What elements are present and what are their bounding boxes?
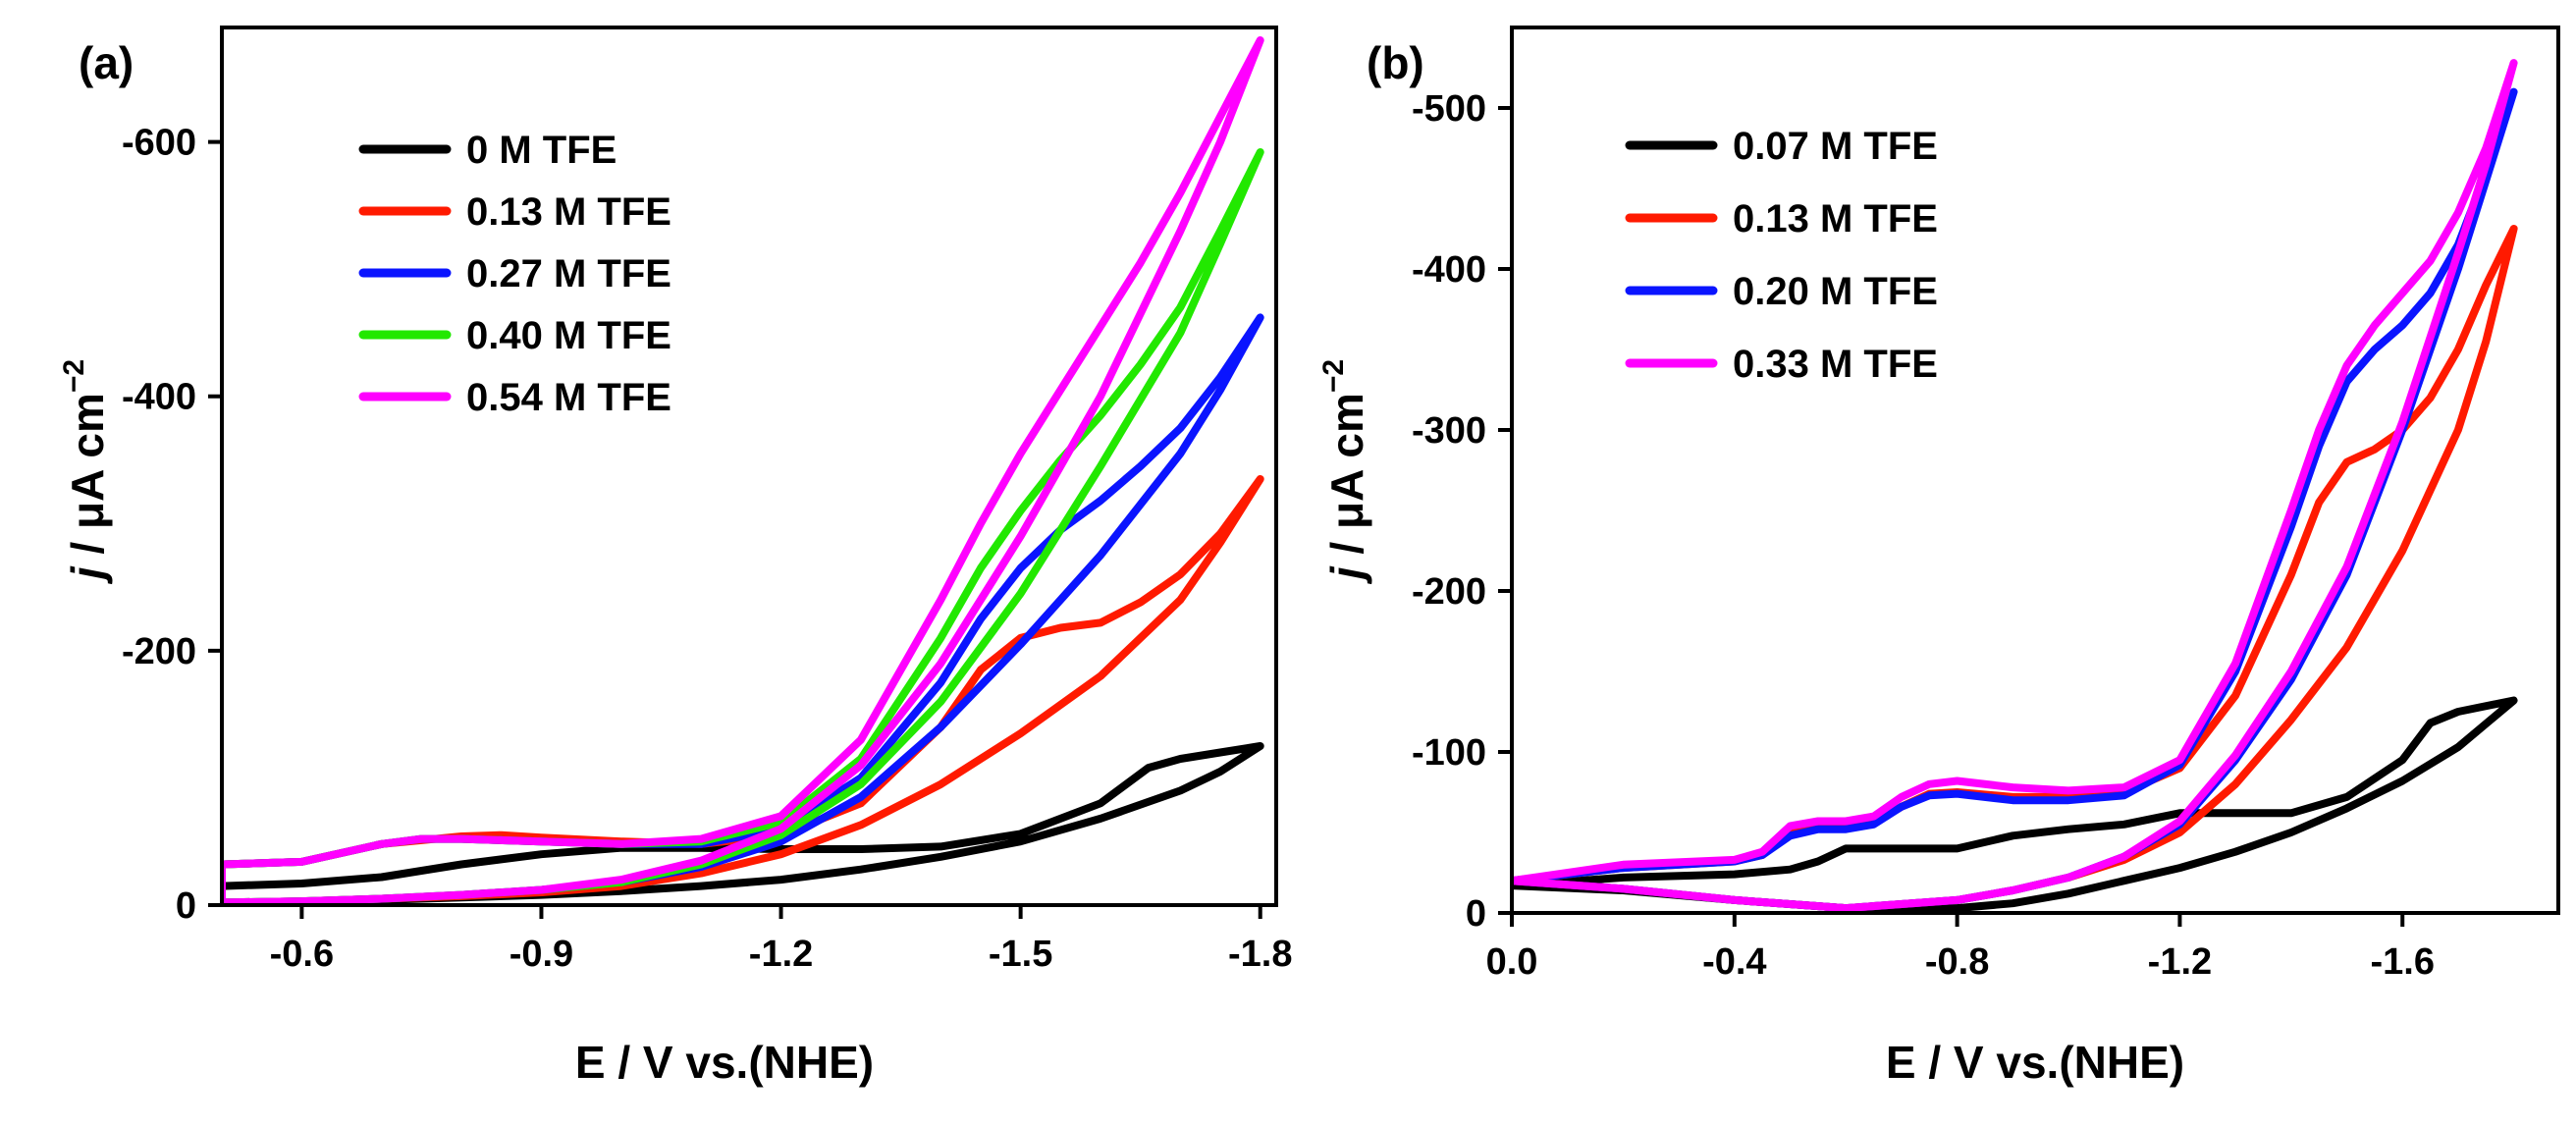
legend-label-a: 0.40 M TFE xyxy=(466,314,671,357)
cv-curve-b-0-13-m-tfe xyxy=(1512,225,2518,913)
y-tick-label-b: -100 xyxy=(1412,732,1486,774)
x-tick-label-a: -0.6 xyxy=(270,934,334,975)
panel-label-b: (b) xyxy=(1367,37,1424,88)
x-tick-label-b: -0.8 xyxy=(1925,941,1989,983)
panel-b: 0.0 -0.4 -0.8 -1.2 -1.6 0 -100 -200 -300 -400 -500… xyxy=(1317,26,2560,1088)
y-tick-label-a: 0 xyxy=(176,885,196,927)
cv-curve-b-0-33-m-tfe xyxy=(1512,59,2518,913)
panel-label-a: (a) xyxy=(79,37,134,88)
x-axis-title-a: E / V vs.(NHE) xyxy=(575,1037,874,1088)
x-tick-label-a: -1.2 xyxy=(749,934,813,975)
legend-label-a: 0.54 M TFE xyxy=(466,376,671,419)
legend-b: 0.07 M TFE 0.13 M TFE 0.20 M TFE 0.33 M TFE xyxy=(1625,125,1938,386)
legend-label-a: 0.27 M TFE xyxy=(466,252,671,295)
legend-label-a: 0.13 M TFE xyxy=(466,190,671,234)
cv-curve-a-0-54-m-tfe xyxy=(222,36,1264,905)
y-tick-label-b: -300 xyxy=(1412,410,1486,452)
x-tick-label-b: 0.0 xyxy=(1486,941,1538,983)
cv-curve-a-0-40-m-tfe xyxy=(222,148,1264,905)
y-tick-label-b: 0 xyxy=(1466,893,1486,935)
x-tick-label-b: -0.4 xyxy=(1702,941,1766,983)
legend-a: 0 M TFE 0.13 M TFE 0.27 M TFE 0.40 M TFE 0.5… xyxy=(358,129,671,419)
y-axis-title-units: / μA cm xyxy=(62,393,113,566)
x-tick-label-a: -1.5 xyxy=(989,934,1052,975)
legend-label-b: 0.33 M TFE xyxy=(1733,343,1938,386)
y-axis-title-exponent: −2 xyxy=(1317,359,1350,393)
y-tick-label-a: -600 xyxy=(122,123,196,164)
x-axis-title-b: E / V vs.(NHE) xyxy=(1886,1037,2184,1088)
y-axis-title-b: j / μA cm−2 xyxy=(1317,359,1372,584)
y-axis-title-units: / μA cm xyxy=(1321,393,1372,566)
y-tick-label-b: -500 xyxy=(1412,88,1486,130)
axes-frame-b xyxy=(1510,26,2560,915)
legend-label-b: 0.20 M TFE xyxy=(1733,270,1938,313)
y-axis-title-exponent: −2 xyxy=(58,359,90,393)
x-tick-label-a: -1.8 xyxy=(1228,934,1292,975)
legend-label-b: 0.07 M TFE xyxy=(1733,125,1938,168)
cv-curve-b-0-07-m-tfe xyxy=(1512,696,2518,913)
legend-label-a: 0 M TFE xyxy=(466,129,617,172)
plot-area-a xyxy=(222,36,1264,905)
x-tick-label-a: -0.9 xyxy=(510,934,573,975)
plot-area-b xyxy=(1512,59,2518,913)
y-tick-label-a: -400 xyxy=(122,377,196,418)
y-axis-title-a: j / μA cm−2 xyxy=(58,359,113,584)
y-tick-label-b: -400 xyxy=(1412,249,1486,291)
x-tick-label-b: -1.6 xyxy=(2370,941,2434,983)
axes-frame-a xyxy=(220,26,1278,907)
panel-a: -0.6 -0.9 -1.2 -1.5 -1.8 0 -200 -400 -600 (a) E / … xyxy=(58,26,1292,1088)
y-tick-label-b: -200 xyxy=(1412,571,1486,613)
legend-label-b: 0.13 M TFE xyxy=(1733,197,1938,241)
x-tick-label-b: -1.2 xyxy=(2148,941,2212,983)
y-axis-title-symbol: j xyxy=(62,565,113,584)
y-axis-title-symbol: j xyxy=(1321,565,1372,584)
y-tick-label-a: -200 xyxy=(122,631,196,672)
